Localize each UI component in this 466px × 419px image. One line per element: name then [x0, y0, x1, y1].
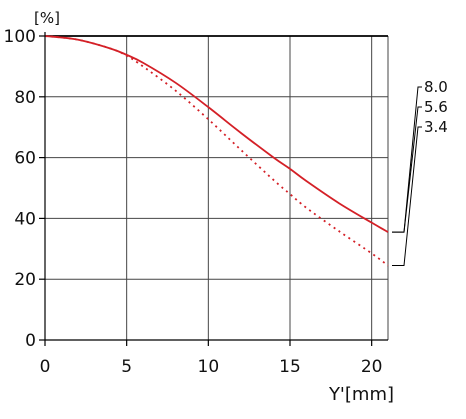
legend-leader-5-6	[392, 106, 422, 233]
axes: 0 20 40 60 80 100 0 5 10 15 20	[4, 27, 388, 377]
y-tick-label: 80	[14, 88, 36, 108]
x-tick-label: 20	[361, 357, 383, 377]
x-axis-title: Y'[mm]	[328, 384, 394, 405]
legend-label-3-4: 3.4	[424, 118, 448, 136]
y-tick-label: 20	[14, 270, 36, 290]
x-tick-label: 15	[279, 357, 301, 377]
y-unit-label: [%]	[34, 9, 60, 27]
y-tick-label: 0	[25, 331, 36, 351]
series-line-5-6	[44, 35, 389, 233]
legend-leader-3-4	[392, 126, 422, 267]
y-tick-label: 60	[14, 149, 36, 169]
series-layer	[44, 35, 389, 267]
y-tick-label: 100	[4, 27, 36, 47]
legend: 8.0 5.6 3.4	[392, 78, 448, 267]
series-line-3-4	[44, 35, 389, 267]
y-tick-label: 40	[14, 209, 36, 229]
grid	[44, 35, 389, 341]
legend-label-8-0: 8.0	[424, 78, 448, 96]
x-tick-label: 0	[40, 357, 51, 377]
legend-label-5-6: 5.6	[424, 98, 448, 116]
x-tick-label: 10	[198, 357, 220, 377]
x-tick-label: 5	[121, 357, 132, 377]
